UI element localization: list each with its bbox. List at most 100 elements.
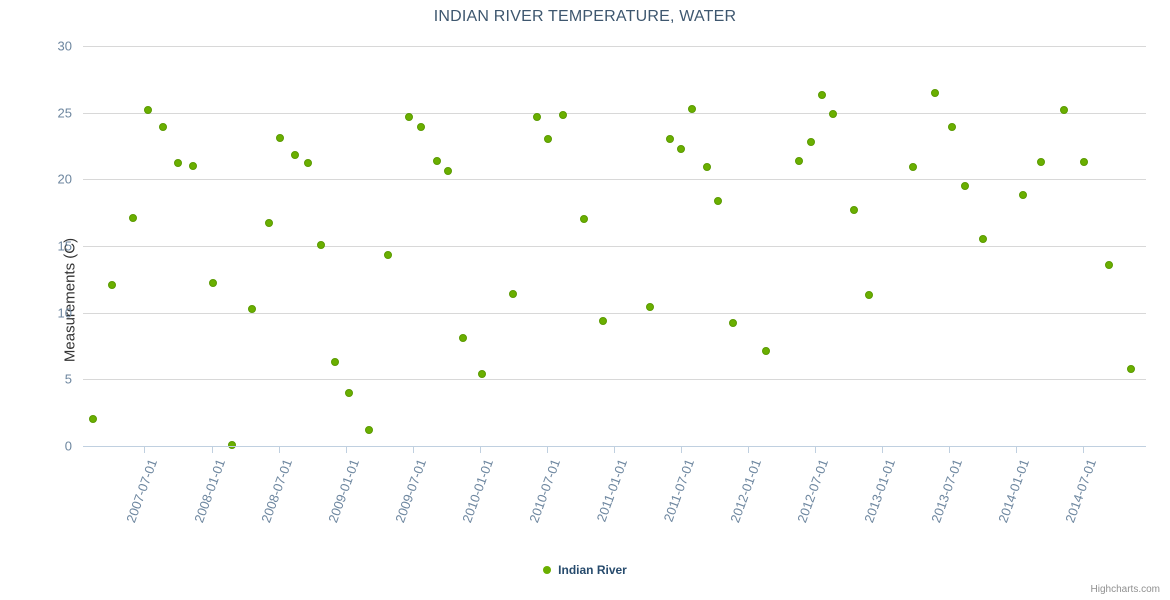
data-point[interactable] (276, 134, 285, 142)
y-axis-tick-labels: 0 5 10 15 20 25 30 (28, 39, 72, 454)
x-axis-tick-mark (748, 446, 750, 453)
x-axis-tick-mark (546, 446, 548, 453)
data-point[interactable] (533, 112, 542, 121)
data-point[interactable] (817, 91, 826, 100)
y-axis-tick-label: 10 (57, 305, 72, 321)
x-axis-tick-label: 2008-07-01 (257, 457, 295, 525)
data-point[interactable] (384, 251, 393, 260)
data-point[interactable] (1127, 364, 1136, 373)
data-point[interactable] (317, 240, 326, 249)
data-point[interactable] (687, 104, 696, 113)
data-point[interactable] (728, 319, 737, 328)
x-axis-tick-mark (480, 446, 482, 453)
gridline (83, 379, 1146, 381)
x-axis-tick-mark (680, 446, 682, 453)
data-point[interactable] (304, 159, 313, 168)
y-axis-tick-label: 5 (64, 371, 72, 387)
data-point[interactable] (108, 280, 117, 289)
x-axis-tick-label: 2009-01-01 (325, 457, 363, 525)
x-axis-tick-label: 2010-01-01 (459, 457, 497, 525)
gridline (83, 312, 1146, 314)
y-axis-tick-label: 25 (57, 105, 72, 121)
data-point[interactable] (365, 426, 374, 434)
x-axis-tick-mark (278, 446, 280, 453)
legend: Indian River (0, 563, 1170, 577)
data-point[interactable] (676, 144, 685, 153)
data-point[interactable] (158, 123, 167, 132)
x-axis-tick-label: 2011-01-01 (593, 457, 631, 524)
data-point[interactable] (864, 291, 873, 300)
data-point[interactable] (713, 196, 722, 205)
y-axis-tick-label: 0 (64, 438, 72, 454)
data-point[interactable] (330, 358, 339, 366)
x-axis-tick-mark (346, 446, 348, 453)
x-axis-tick-label: 2014-01-01 (995, 457, 1033, 525)
gridline (83, 179, 1146, 181)
x-axis-tick-mark (1082, 446, 1084, 453)
data-point[interactable] (579, 215, 588, 224)
x-axis-tick-mark (948, 446, 950, 453)
data-point[interactable] (174, 159, 183, 168)
data-point[interactable] (129, 214, 138, 222)
data-point[interactable] (646, 303, 655, 312)
data-point[interactable] (762, 347, 771, 356)
x-axis-tick-label: 2008-01-01 (191, 457, 228, 525)
data-point[interactable] (665, 135, 674, 144)
data-point[interactable] (948, 123, 957, 132)
data-point[interactable] (458, 334, 467, 342)
data-point[interactable] (265, 219, 274, 228)
data-point[interactable] (509, 290, 518, 298)
x-axis-tick-label: 2010-07-01 (525, 457, 563, 525)
x-axis-tick-mark (882, 446, 884, 453)
data-point[interactable] (961, 182, 970, 190)
x-axis-tick-label: 2013-07-01 (928, 457, 965, 525)
data-point[interactable] (559, 111, 568, 120)
x-axis-tick-label: 2014-07-01 (1062, 457, 1099, 525)
data-point[interactable] (228, 440, 237, 449)
legend-item-label: Indian River (558, 563, 627, 577)
data-point[interactable] (978, 235, 987, 244)
data-point[interactable] (598, 316, 607, 325)
data-point[interactable] (849, 206, 858, 214)
x-axis-tick-mark (614, 446, 616, 453)
data-point[interactable] (795, 156, 804, 165)
data-point[interactable] (88, 415, 97, 424)
data-point[interactable] (544, 135, 553, 144)
x-axis-tick-label: 2011-07-01 (660, 457, 697, 524)
data-point[interactable] (432, 156, 441, 165)
data-point[interactable] (188, 162, 197, 170)
data-point[interactable] (291, 151, 300, 160)
legend-marker-icon (543, 566, 552, 574)
gridline (83, 246, 1146, 247)
data-point[interactable] (1037, 158, 1046, 166)
data-point[interactable] (345, 388, 354, 397)
data-point[interactable] (1059, 106, 1068, 114)
data-point[interactable] (144, 106, 153, 114)
data-point[interactable] (829, 110, 838, 118)
x-axis-tick-mark (144, 446, 146, 453)
data-point[interactable] (1104, 260, 1113, 269)
x-axis-tick-mark (211, 446, 213, 453)
x-axis-tick-label: 2012-07-01 (794, 457, 832, 525)
data-point[interactable] (404, 112, 413, 121)
data-point[interactable] (702, 163, 711, 172)
plot-area (83, 46, 1146, 449)
data-point[interactable] (1080, 158, 1089, 166)
credits-label[interactable]: Highcharts.com (1090, 584, 1160, 595)
data-point[interactable] (209, 279, 218, 288)
data-point[interactable] (443, 167, 452, 176)
legend-item-indian-river[interactable]: Indian River (543, 563, 627, 577)
data-point[interactable] (248, 304, 257, 313)
gridline (83, 46, 1146, 47)
x-axis-tick-label: 2013-01-01 (861, 457, 899, 525)
gridline (83, 112, 1146, 114)
data-point[interactable] (1019, 191, 1028, 200)
data-point[interactable] (908, 163, 917, 172)
y-axis-tick-label: 30 (57, 38, 72, 54)
data-point[interactable] (806, 138, 815, 146)
data-point[interactable] (477, 370, 486, 378)
data-point[interactable] (931, 88, 940, 97)
x-axis-tick-label: 2009-07-01 (391, 457, 429, 525)
data-point[interactable] (417, 123, 426, 132)
